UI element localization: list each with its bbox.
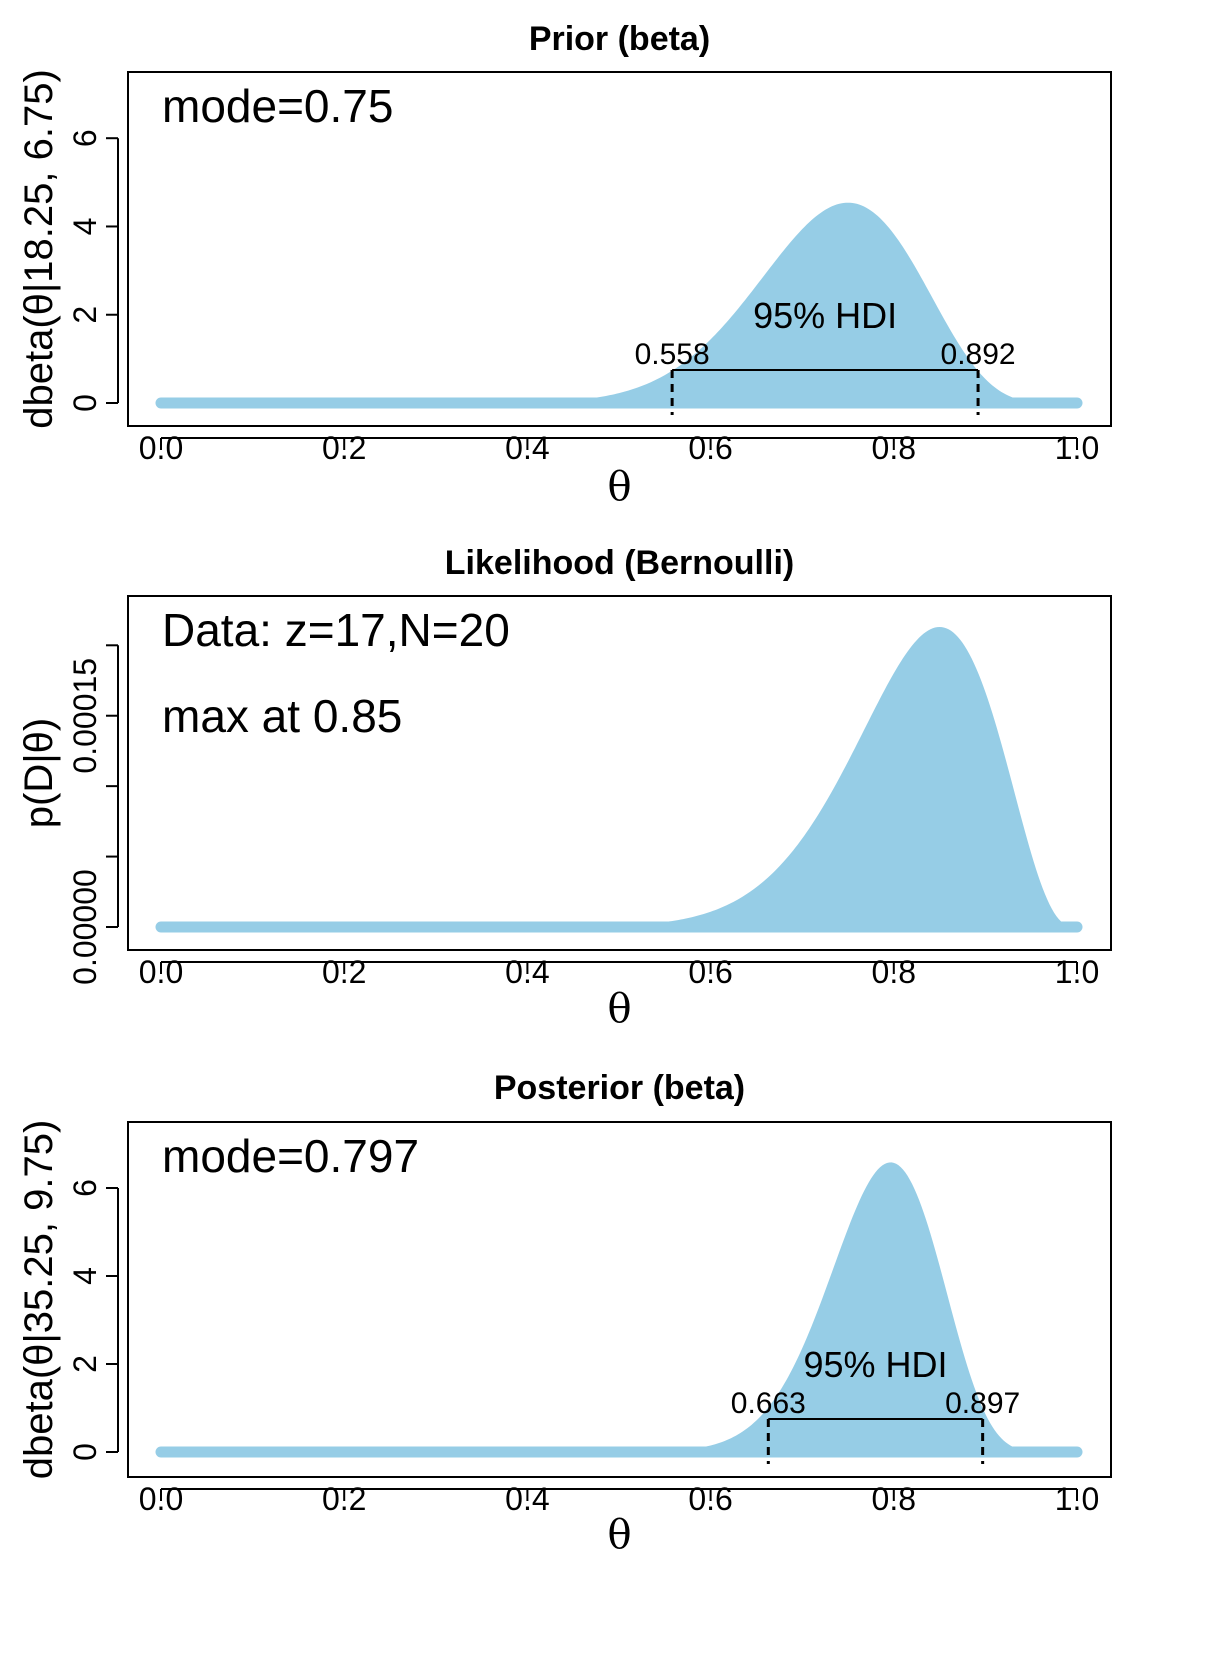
- x-tick-label: 0.0: [139, 1481, 183, 1517]
- x-tick-label: 0.8: [872, 954, 916, 990]
- hdi-high-label: 0.892: [941, 338, 1016, 371]
- y-axis-title: dbeta(θ|35.25, 9.75): [17, 1120, 61, 1480]
- plot-frame: [127, 595, 1112, 951]
- y-tick-label: 0.00015: [67, 658, 103, 774]
- x-tick-label: 1.0: [1055, 954, 1099, 990]
- x-tick-label: 0.0: [139, 954, 183, 990]
- x-tick-label: 0.4: [505, 430, 549, 466]
- y-tick-label: 2: [67, 1355, 103, 1373]
- x-axis-title: θ: [607, 464, 631, 510]
- x-axis-title: θ: [607, 986, 631, 1032]
- y-tick-label: 6: [67, 1179, 103, 1197]
- x-tick-label: 0.2: [322, 954, 366, 990]
- density-area: [161, 1162, 1077, 1452]
- x-tick-label: 1.0: [1055, 430, 1099, 466]
- panel-title: Posterior (beta): [494, 1069, 745, 1107]
- x-tick-label: 0.8: [872, 1481, 916, 1517]
- hdi-low-label: 0.663: [731, 1387, 806, 1420]
- panel-2: Likelihood (Bernoulli) 0.0 0.2 0.4 0.6 0.8 1.0…: [17, 544, 1112, 1032]
- density-area: [161, 202, 1077, 403]
- panel-title: Prior (beta): [529, 20, 710, 58]
- x-tick-label: 0.2: [322, 430, 366, 466]
- x-tick-label: 0.4: [505, 1481, 549, 1517]
- x-tick-label: 0.8: [872, 430, 916, 466]
- y-tick-label: 4: [67, 1267, 103, 1285]
- y-tick-label: 0.00000: [67, 869, 103, 985]
- x-tick-label: 0.6: [688, 430, 732, 466]
- hdi-label: 95% HDI: [753, 295, 897, 336]
- y-tick-label: 4: [67, 218, 103, 236]
- hdi-high-label: 0.897: [945, 1387, 1020, 1420]
- x-tick-label: 0.4: [505, 954, 549, 990]
- y-axis-title: p(D|θ): [17, 718, 61, 828]
- panel-annotation: mode=0.75: [162, 80, 393, 132]
- y-axis-title: dbeta(θ|18.25, 6.75): [17, 69, 61, 429]
- x-tick-label: 0.6: [688, 1481, 732, 1517]
- y-tick-label: 2: [67, 306, 103, 324]
- x-tick-label: 0.0: [139, 430, 183, 466]
- hdi-label: 95% HDI: [803, 1344, 947, 1385]
- panel-annotation: Data: z=17,N=20: [162, 604, 510, 656]
- panel-annotation: mode=0.797: [162, 1130, 419, 1182]
- y-tick-label: 6: [67, 129, 103, 147]
- panel-3: Posterior (beta) 0.0 0.2 0.4 0.6 0.8 1.0 θ 0 2 4 6d…: [17, 1069, 1112, 1558]
- x-tick-label: 1.0: [1055, 1481, 1099, 1517]
- panel-annotation: max at 0.85: [162, 690, 402, 742]
- y-tick-label: 0: [67, 1443, 103, 1461]
- density-area: [161, 626, 1077, 927]
- x-tick-label: 0.2: [322, 1481, 366, 1517]
- hdi-low-label: 0.558: [635, 338, 710, 371]
- y-tick-label: 0: [67, 394, 103, 412]
- x-axis-title: θ: [607, 1512, 631, 1558]
- panel-title: Likelihood (Bernoulli): [445, 544, 794, 582]
- plot-frame: [127, 71, 1112, 427]
- plot-frame: [127, 1121, 1112, 1478]
- panel-1: Prior (beta) 0.0 0.2 0.4 0.6 0.8 1.0 θ 0 2 4 6 dbeta…: [17, 20, 1112, 510]
- x-tick-label: 0.6: [688, 954, 732, 990]
